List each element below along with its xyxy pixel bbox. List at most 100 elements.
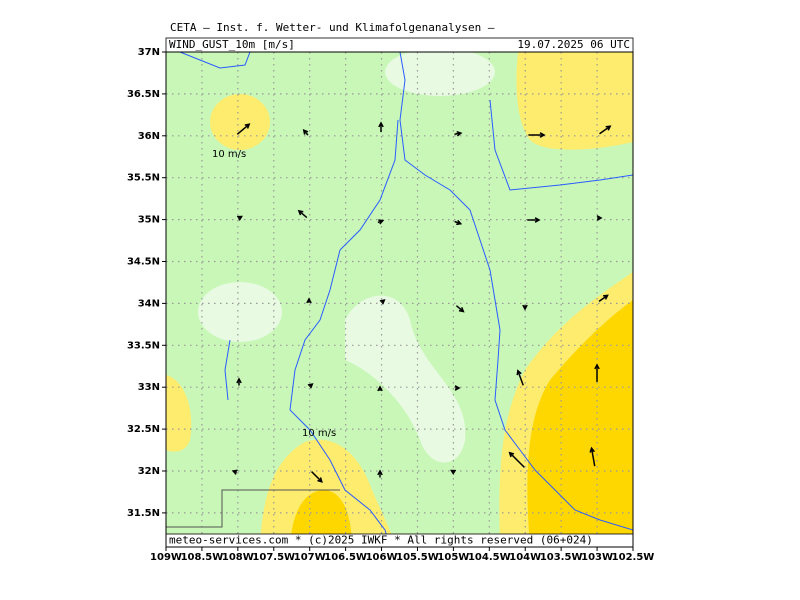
variable-label: WIND_GUST_10m [m/s] xyxy=(169,38,295,51)
map-frame xyxy=(165,51,634,548)
field-high xyxy=(290,490,352,547)
arrow-head xyxy=(602,294,609,300)
arrow-head xyxy=(605,125,612,131)
arrow-head xyxy=(237,215,243,221)
arrow-shaft xyxy=(590,448,596,467)
wind-arrow xyxy=(377,385,383,392)
wind-arrow xyxy=(236,377,242,386)
wind-arrow xyxy=(377,219,385,225)
wind-arrow xyxy=(377,469,383,478)
arrow-head xyxy=(307,383,314,389)
footer-credit: meteo-services.com * (c)2025 IWKF * All … xyxy=(169,534,593,547)
arrow-head xyxy=(236,377,242,384)
wind-arrow xyxy=(589,446,596,467)
field-low xyxy=(345,295,466,463)
arrow-shaft xyxy=(517,370,524,386)
arrow-head xyxy=(379,299,386,305)
lat-label: 35.5N xyxy=(127,173,160,184)
lat-label: 32N xyxy=(138,466,160,477)
lon-label: 108W xyxy=(222,552,254,563)
field-low xyxy=(198,282,282,342)
field-mid xyxy=(210,94,270,150)
wind-arrow xyxy=(306,297,312,304)
wind-arrow xyxy=(297,209,308,219)
lat-label: 35N xyxy=(138,215,160,226)
lon-label: 105W xyxy=(437,552,469,563)
arrow-head xyxy=(596,215,603,221)
field-high xyxy=(527,300,633,547)
lat-label: 34.5N xyxy=(127,257,160,268)
wind-arrow xyxy=(528,132,546,138)
wind-arrow xyxy=(455,305,465,313)
lat-label: 36.5N xyxy=(127,89,160,100)
arrow-head xyxy=(377,469,383,476)
wind-arrow xyxy=(236,123,251,135)
lon-label: 104.5W xyxy=(468,552,511,563)
arrow-head xyxy=(458,307,465,313)
wind-arrow xyxy=(307,383,314,389)
river xyxy=(489,99,633,191)
header-title: CETA – Inst. f. Wetter- und Klimafolgena… xyxy=(170,21,495,34)
contour-label: 10 m/s xyxy=(302,428,336,439)
arrow-head xyxy=(317,477,323,483)
wind-arrow xyxy=(527,217,541,223)
footer-box xyxy=(166,533,633,547)
lon-label: 109W xyxy=(150,552,182,563)
lat-label: 32.5N xyxy=(127,424,160,435)
lon-label: 107.5W xyxy=(252,552,295,563)
wind-arrow xyxy=(522,304,528,311)
wind-arrow xyxy=(231,469,238,475)
lon-label: 106.5W xyxy=(324,552,367,563)
field-mid xyxy=(166,375,192,452)
wind-arrow xyxy=(311,471,323,483)
lon-label: 107W xyxy=(294,552,326,563)
wind-arrow xyxy=(378,121,384,133)
arrow-shaft xyxy=(311,471,323,483)
lat-label: 37N xyxy=(138,47,160,58)
arrow-shaft xyxy=(509,452,525,468)
lon-label: 102.5W xyxy=(612,552,655,563)
wind-arrow xyxy=(508,451,525,468)
arrow-shaft xyxy=(599,125,611,135)
grid xyxy=(166,52,633,547)
contour-label: 10 m/s xyxy=(212,149,246,160)
arrow-head xyxy=(456,219,463,226)
arrow-head xyxy=(508,451,515,458)
arrow-shaft xyxy=(298,210,308,219)
river xyxy=(399,52,633,531)
field-mid xyxy=(516,52,633,150)
lon-label: 104W xyxy=(509,552,541,563)
wind-arrow xyxy=(594,363,600,382)
lon-label: 105.5W xyxy=(396,552,439,563)
arrow-head xyxy=(244,123,251,129)
lat-label: 31.5N xyxy=(127,508,160,519)
wind-arrow xyxy=(379,299,386,305)
wind-arrow xyxy=(454,130,463,137)
lat-label: 36N xyxy=(138,131,160,142)
wind-arrow xyxy=(596,215,603,221)
arrow-head xyxy=(539,132,546,138)
arrow-head xyxy=(589,446,595,453)
wind-arrow xyxy=(598,294,609,302)
wind-arrow xyxy=(302,128,309,136)
arrow-head xyxy=(378,219,385,225)
map-fields: 10 m/s 10 m/s meteo-services.com * (c)20… xyxy=(166,52,633,547)
arrow-head xyxy=(297,209,304,216)
arrow-head xyxy=(456,130,463,137)
arrow-shaft xyxy=(598,294,608,302)
state-border xyxy=(166,489,340,528)
field-low xyxy=(385,52,495,96)
wind-arrow xyxy=(516,369,524,386)
river xyxy=(224,339,231,401)
wind-arrow xyxy=(450,469,456,475)
lon-label: 103W xyxy=(581,552,613,563)
arrow-head xyxy=(231,469,238,475)
wind-arrow xyxy=(599,125,612,135)
arrow-head xyxy=(378,121,384,128)
lon-label: 108.5W xyxy=(181,552,224,563)
arrow-head xyxy=(522,304,528,311)
lon-label: 106W xyxy=(366,552,398,563)
arrow-head xyxy=(594,363,600,370)
wind-arrow xyxy=(237,215,243,221)
